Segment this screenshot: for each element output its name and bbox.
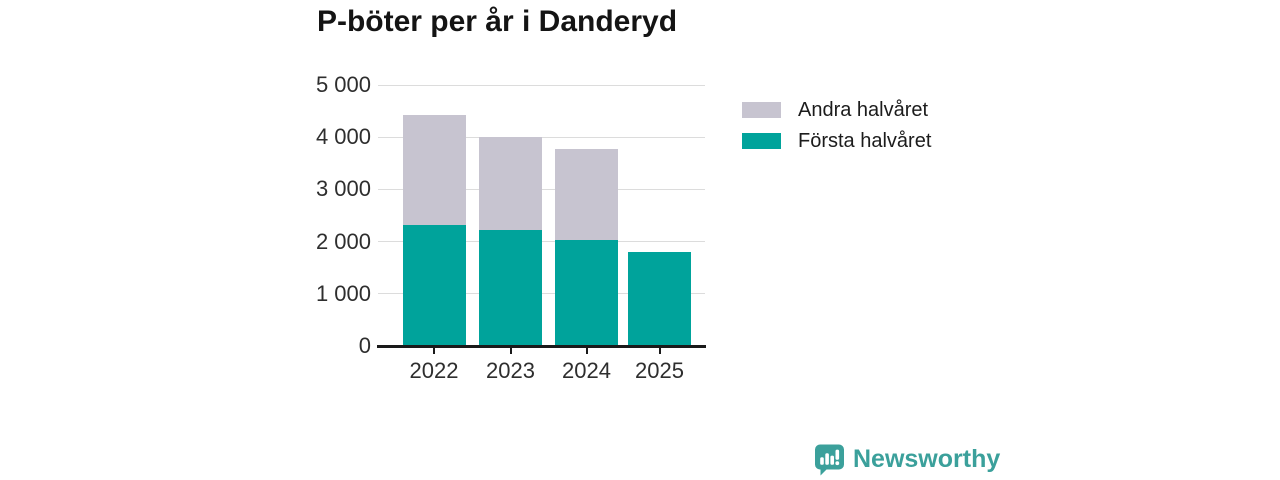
bar-segment-2024-andra-halv-ret (555, 148, 618, 240)
bar-segment-2022-andra-halv-ret (402, 115, 466, 225)
bar-segment-2023-andra-halv-ret (479, 136, 542, 230)
bar-segment-2024-f-rsta-halv-ret (555, 239, 618, 346)
legend-swatch-forsta-halvaret (742, 133, 781, 149)
bar-segment-2022-f-rsta-halv-ret (402, 224, 466, 346)
chart-title: P-böter per år i Danderyd (316, 5, 678, 38)
newsworthy-wordmark: Newsworthy (853, 445, 1001, 473)
legend-swatch-andra-halvaret (742, 102, 781, 118)
x-axis-tick-2024 (585, 347, 588, 354)
newsworthy-logo-icon (815, 444, 844, 476)
gridline-5000 (378, 84, 705, 86)
legend-item-forsta-halvaret: Första halvåret (742, 130, 932, 152)
x-axis-line (377, 344, 706, 348)
newsworthy-branding: Newsworthy (813, 443, 1000, 476)
legend-item-andra-halvaret: Andra halvåret (742, 99, 931, 121)
x-axis-label-2023: 2023 (486, 358, 535, 383)
legend: Andra halvåret Första halvåret (742, 99, 932, 164)
bar-segment-2023-f-rsta-halv-ret (479, 229, 542, 346)
plot-area: 0 1 000 2 000 3 000 4 000 5 000 2022 2023 2024 20… (316, 73, 706, 383)
x-axis-tick-2023 (509, 347, 512, 354)
y-axis-label: 1 000 (315, 280, 371, 306)
x-axis-label-2022: 2022 (409, 358, 459, 383)
legend-label-andra-halvaret: Andra halvåret (798, 99, 929, 121)
x-axis-tick-2025 (658, 347, 661, 354)
y-axis-label: 0 (358, 333, 371, 358)
x-axis-label-2025: 2025 (635, 358, 684, 383)
bar-segment-2025-f-rsta-halv-ret (628, 251, 691, 346)
legend-label-forsta-halvaret: Första halvåret (798, 130, 932, 152)
y-axis-label: 4 000 (315, 124, 371, 150)
y-axis-label: 3 000 (315, 176, 371, 202)
x-axis-label-2024: 2024 (562, 358, 611, 383)
y-axis-label: 2 000 (315, 228, 371, 254)
y-axis-label: 5 000 (315, 72, 371, 97)
x-axis-tick-2022 (433, 347, 435, 354)
